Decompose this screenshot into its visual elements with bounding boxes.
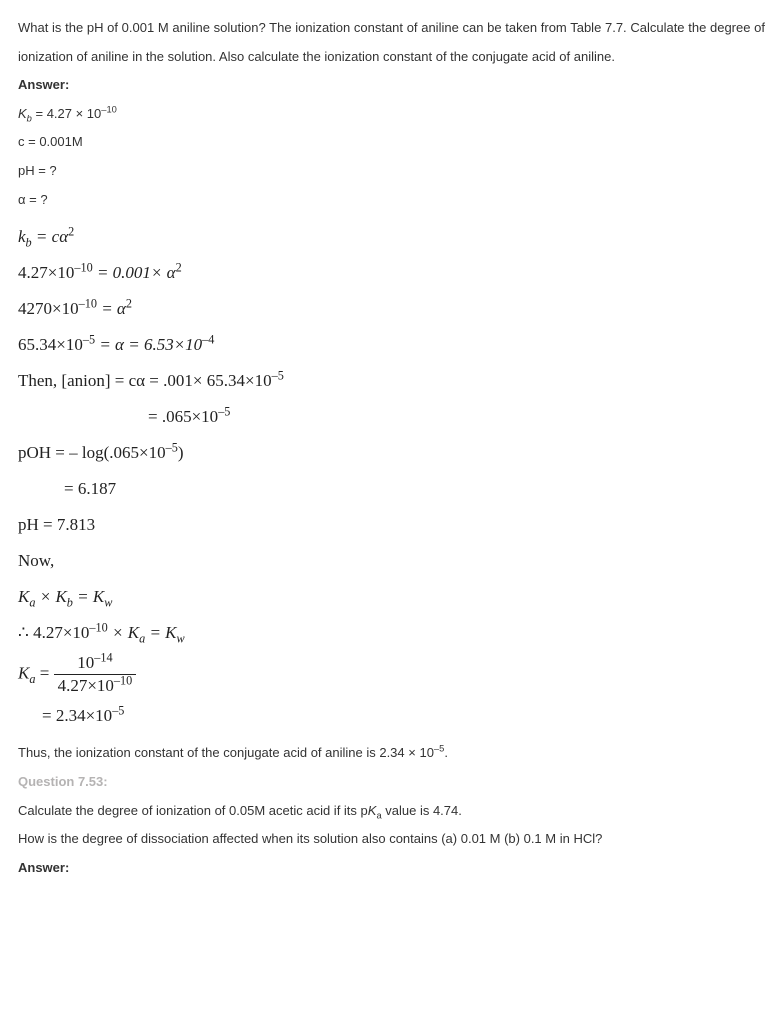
t: = .065×10 xyxy=(148,407,218,426)
answer-label-2: Answer: xyxy=(18,854,765,883)
t: = K xyxy=(73,587,104,606)
math-line-6: = .065×10–5 xyxy=(18,400,765,434)
t: –10 xyxy=(89,621,107,635)
math-line-14: = 2.34×10–5 xyxy=(18,699,765,733)
t: 4.27×10 xyxy=(18,263,74,282)
t: 4.27×10 xyxy=(58,676,114,695)
t: K xyxy=(18,664,29,683)
math-line-7: pOH = – log(.065×10–5) xyxy=(18,436,765,470)
math-line-5: Then, [anion] = cα = .001× 65.34×10–5 xyxy=(18,364,765,398)
t: . xyxy=(444,745,448,760)
t: –5 xyxy=(434,744,444,754)
question-prompt: What is the pH of 0.001 M aniline soluti… xyxy=(18,14,765,71)
conclusion: Thus, the ionization constant of the con… xyxy=(18,739,765,768)
t: Calculate the degree of ionization of 0.… xyxy=(18,803,368,818)
q2-line2: How is the degree of dissociation affect… xyxy=(18,825,765,854)
t: –14 xyxy=(94,651,112,665)
t: w xyxy=(104,596,112,610)
t: –5 xyxy=(218,405,230,419)
math-line-3: 4270×10–10 = α2 xyxy=(18,292,765,326)
math-line-2: 4.27×10–10 = 0.001× α2 xyxy=(18,256,765,290)
answer-label: Answer: xyxy=(18,71,765,100)
fraction: 10–14 4.27×10–10 xyxy=(54,652,137,697)
t: × K xyxy=(35,587,66,606)
t: ) xyxy=(178,443,184,462)
t: –10 xyxy=(114,674,132,688)
kb-eq: = 4.27 × 10 xyxy=(32,106,101,121)
t: = α = 6.53×10 xyxy=(95,335,202,354)
t: pOH = – log(.065×10 xyxy=(18,443,166,462)
kb-exp: –10 xyxy=(101,104,117,114)
question-heading: Question 7.53: xyxy=(18,768,765,797)
t: = xyxy=(35,664,53,683)
t: 10 xyxy=(77,653,94,672)
t: = K xyxy=(145,623,176,642)
math-derivation: kb = cα2 4.27×10–10 = 0.001× α2 4270×10–… xyxy=(18,220,765,733)
math-line-10: Now, xyxy=(18,544,765,578)
t: w xyxy=(177,632,185,646)
given-alpha: α = ? xyxy=(18,186,765,215)
given-kb: Kb = 4.27 × 10–10 xyxy=(18,100,765,129)
t: 2 xyxy=(126,297,132,311)
t: = 0.001× α xyxy=(93,263,176,282)
math-line-12: ∴ 4.27×10–10 × Ka = Kw xyxy=(18,616,765,650)
t: Thus, the ionization constant of the con… xyxy=(18,745,434,760)
t: k xyxy=(18,227,26,246)
t: ∴ 4.27×10 xyxy=(18,623,89,642)
t: 2 xyxy=(176,261,182,275)
math-line-1: kb = cα2 xyxy=(18,220,765,254)
t: Then, [anion] = cα = .001× 65.34×10 xyxy=(18,371,272,390)
t: –5 xyxy=(272,369,284,383)
t: 65.34×10 xyxy=(18,335,83,354)
given-c: c = 0.001M xyxy=(18,128,765,157)
t: –5 xyxy=(83,333,95,347)
math-line-4: 65.34×10–5 = α = 6.53×10–4 xyxy=(18,328,765,362)
t: × K xyxy=(108,623,139,642)
math-line-11: Ka × Kb = Kw xyxy=(18,580,765,614)
t: 2 xyxy=(68,225,74,239)
t: = 2.34×10 xyxy=(42,706,112,725)
given-ph: pH = ? xyxy=(18,157,765,186)
t: –10 xyxy=(74,261,92,275)
t: = cα xyxy=(32,227,68,246)
t: –5 xyxy=(166,441,178,455)
t: = α xyxy=(97,299,126,318)
q2-line1: Calculate the degree of ionization of 0.… xyxy=(18,797,765,826)
t: –5 xyxy=(112,704,124,718)
t: K xyxy=(18,587,29,606)
t: 4270×10 xyxy=(18,299,79,318)
math-line-8: = 6.187 xyxy=(18,472,765,506)
math-line-13: Ka = 10–14 4.27×10–10 xyxy=(18,652,765,697)
kb-symbol: K xyxy=(18,106,27,121)
t: –4 xyxy=(202,333,214,347)
math-line-9: pH = 7.813 xyxy=(18,508,765,542)
t: value is 4.74. xyxy=(382,803,462,818)
t: –10 xyxy=(79,297,97,311)
